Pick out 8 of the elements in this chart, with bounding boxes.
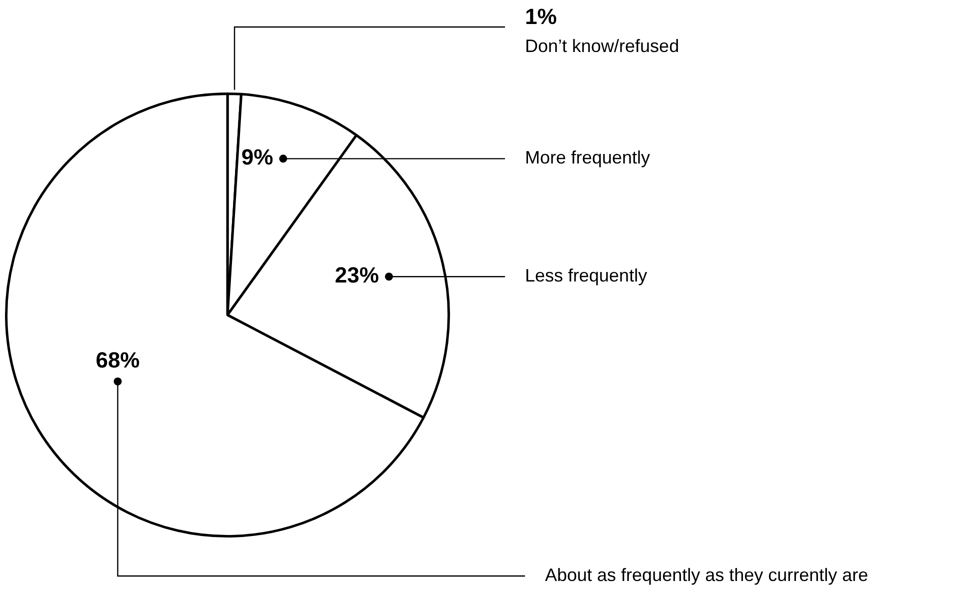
slice-label: About as frequently as they currently are — [545, 564, 868, 585]
slice-label: More frequently — [525, 148, 650, 168]
data-label: 9% — [241, 144, 274, 170]
data-label: 68% — [96, 348, 140, 373]
data-label: 23% — [334, 262, 379, 288]
slice-label: Less frequently — [525, 266, 648, 286]
data-label: 1% — [525, 4, 557, 29]
slice-label: Don’t know/refused — [525, 36, 680, 56]
